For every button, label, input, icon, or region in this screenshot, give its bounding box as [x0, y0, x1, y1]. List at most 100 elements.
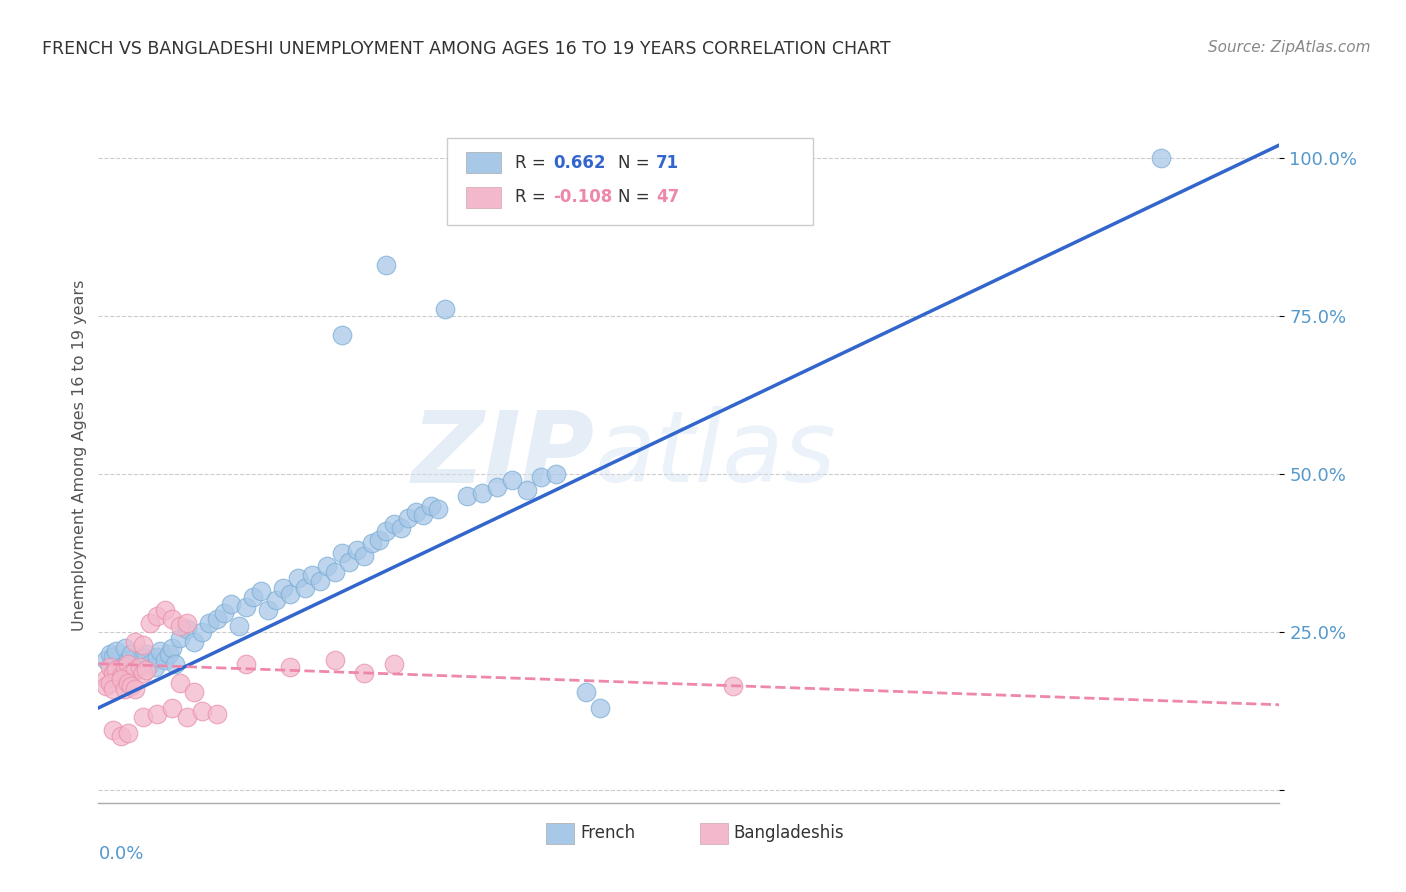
- Point: [105, 663, 128, 677]
- Point: [120, 666, 142, 681]
- Point: [427, 501, 450, 516]
- Point: [135, 663, 157, 677]
- Point: [257, 603, 280, 617]
- Point: [280, 660, 302, 674]
- Text: atlas: atlas: [595, 407, 837, 503]
- Text: N =: N =: [619, 153, 655, 171]
- Text: -0.108: -0.108: [553, 188, 613, 206]
- Text: FRENCH VS BANGLADESHI UNEMPLOYMENT AMONG AGES 16 TO 19 YEARS CORRELATION CHART: FRENCH VS BANGLADESHI UNEMPLOYMENT AMONG…: [42, 40, 891, 58]
- Point: [110, 660, 132, 674]
- Text: 71: 71: [655, 153, 679, 171]
- Text: Source: ZipAtlas.com: Source: ZipAtlas.com: [1208, 40, 1371, 55]
- Point: [434, 302, 457, 317]
- Point: [368, 533, 391, 548]
- Point: [412, 508, 434, 522]
- Point: [110, 669, 132, 683]
- Text: 0.662: 0.662: [553, 153, 606, 171]
- Point: [117, 657, 139, 671]
- Point: [114, 640, 136, 655]
- Point: [162, 701, 183, 715]
- Point: [94, 673, 117, 687]
- Point: [1150, 151, 1173, 165]
- FancyBboxPatch shape: [465, 153, 501, 173]
- Text: French: French: [581, 824, 636, 842]
- Point: [287, 571, 309, 585]
- Point: [105, 644, 128, 658]
- Point: [110, 730, 132, 744]
- FancyBboxPatch shape: [447, 138, 813, 226]
- Point: [132, 638, 155, 652]
- Point: [501, 473, 523, 487]
- Point: [389, 521, 412, 535]
- Point: [114, 660, 136, 674]
- Point: [132, 666, 155, 681]
- Point: [530, 470, 553, 484]
- Point: [330, 327, 353, 342]
- Point: [183, 685, 205, 699]
- Point: [212, 606, 235, 620]
- Point: [162, 640, 183, 655]
- Point: [124, 663, 146, 677]
- Point: [146, 650, 169, 665]
- Point: [120, 679, 142, 693]
- Point: [198, 615, 221, 630]
- Point: [353, 549, 375, 563]
- Text: Bangladeshis: Bangladeshis: [734, 824, 845, 842]
- Point: [128, 660, 150, 674]
- Point: [353, 666, 375, 681]
- Point: [176, 710, 198, 724]
- Point: [117, 675, 139, 690]
- Point: [117, 726, 139, 740]
- Point: [221, 597, 243, 611]
- Point: [228, 618, 250, 632]
- Point: [235, 657, 257, 671]
- Point: [323, 653, 346, 667]
- Point: [375, 258, 398, 272]
- Point: [575, 685, 598, 699]
- Point: [124, 663, 146, 677]
- Point: [316, 558, 339, 573]
- Point: [294, 581, 316, 595]
- Point: [98, 647, 121, 661]
- Point: [132, 650, 155, 665]
- Point: [183, 634, 205, 648]
- Point: [135, 647, 157, 661]
- Point: [486, 479, 509, 493]
- Point: [375, 524, 398, 538]
- Point: [153, 653, 176, 667]
- Point: [516, 483, 538, 497]
- Point: [330, 546, 353, 560]
- Point: [339, 556, 361, 570]
- Point: [250, 583, 273, 598]
- Point: [117, 653, 139, 667]
- Point: [382, 517, 405, 532]
- Point: [98, 675, 121, 690]
- Point: [471, 486, 494, 500]
- Point: [165, 657, 187, 671]
- Point: [176, 622, 198, 636]
- Point: [132, 710, 155, 724]
- Point: [191, 704, 214, 718]
- Point: [98, 660, 121, 674]
- Point: [103, 681, 125, 696]
- Point: [205, 707, 228, 722]
- Point: [124, 681, 146, 696]
- Text: 47: 47: [655, 188, 679, 206]
- Point: [169, 618, 191, 632]
- Point: [103, 666, 125, 681]
- Point: [146, 707, 169, 722]
- Point: [264, 593, 287, 607]
- Point: [346, 542, 368, 557]
- Point: [120, 647, 142, 661]
- Point: [94, 653, 117, 667]
- Point: [146, 609, 169, 624]
- FancyBboxPatch shape: [546, 823, 575, 844]
- Point: [309, 574, 332, 589]
- Point: [169, 632, 191, 646]
- FancyBboxPatch shape: [465, 187, 501, 208]
- Point: [124, 634, 146, 648]
- Point: [191, 625, 214, 640]
- Point: [139, 615, 162, 630]
- Point: [153, 603, 176, 617]
- Point: [176, 615, 198, 630]
